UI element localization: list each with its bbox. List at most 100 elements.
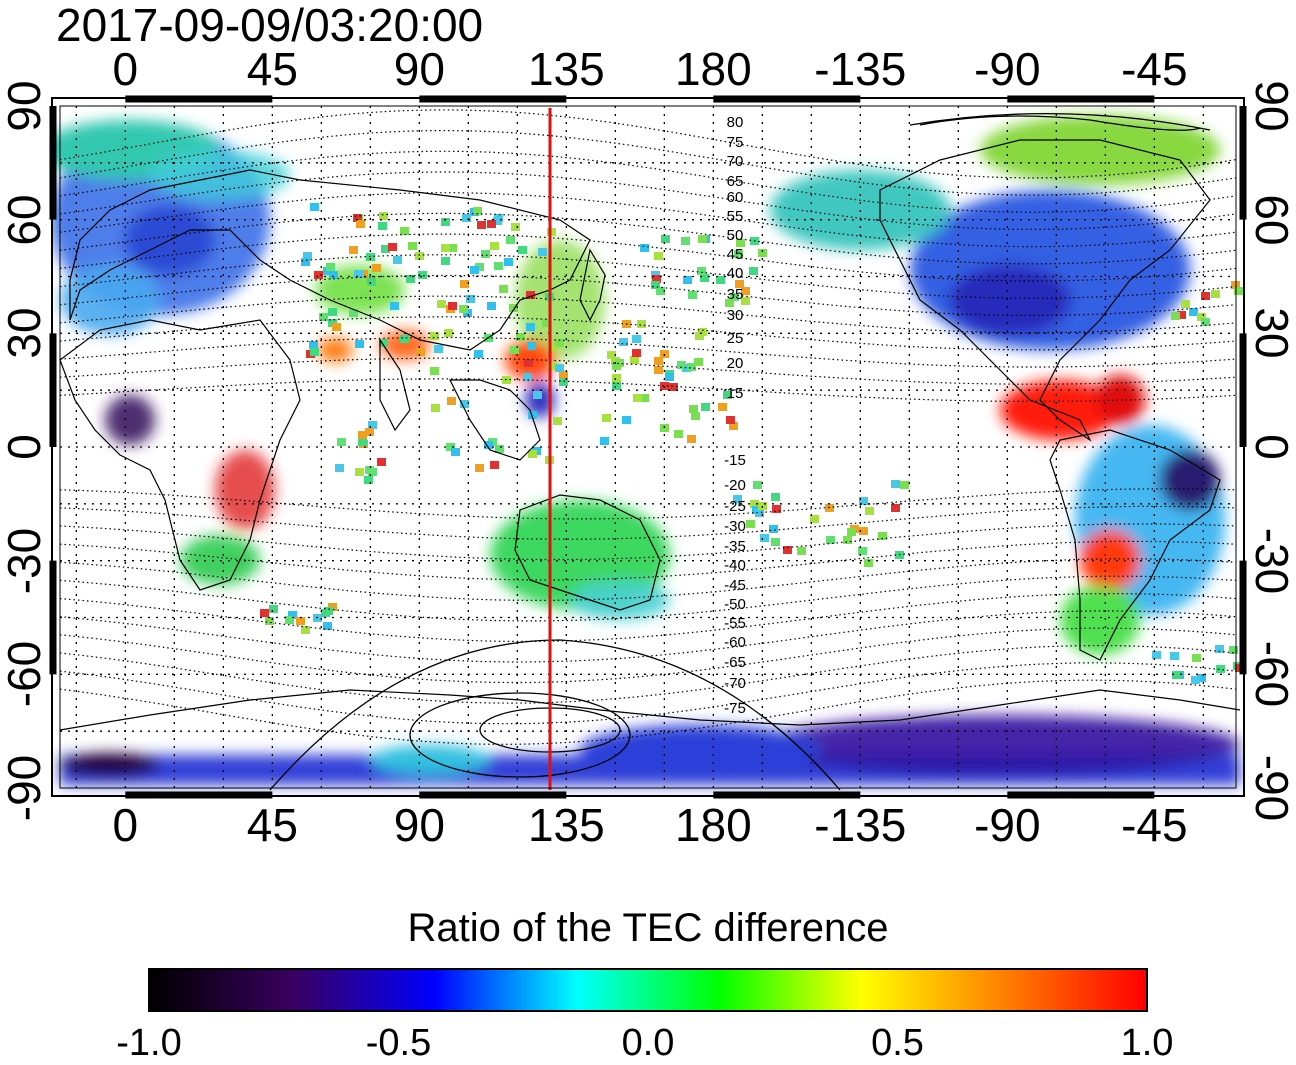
magnetic-contour xyxy=(59,150,1237,213)
receiver-cell xyxy=(518,246,527,254)
receiver-cell xyxy=(337,438,346,446)
receiver-cell xyxy=(698,328,707,336)
receiver-cell xyxy=(637,320,646,328)
receiver-cell xyxy=(265,617,274,625)
lat-lon-grid xyxy=(60,106,1236,788)
receiver-cell xyxy=(607,351,616,359)
receiver-cell xyxy=(328,308,337,316)
receiver-cell xyxy=(434,345,443,353)
receiver-cell xyxy=(324,607,333,615)
contour-label: -65 xyxy=(724,654,746,671)
solid-contours xyxy=(269,112,1211,791)
receiver-cell xyxy=(1211,290,1220,298)
receiver-cell xyxy=(878,532,887,540)
colorbar-tick-label: 1.0 xyxy=(1120,1022,1174,1064)
receiver-cell xyxy=(900,481,909,489)
receiver-cell xyxy=(301,626,310,634)
receiver-cell xyxy=(288,611,297,619)
receiver-cell xyxy=(510,346,519,354)
magnetic-contour xyxy=(59,627,1237,684)
receiver-cell xyxy=(716,276,725,284)
receiver-cell xyxy=(430,332,439,340)
receiver-cell xyxy=(555,364,564,372)
receiver-cell xyxy=(459,305,468,313)
receiver-cell xyxy=(528,450,537,458)
receiver-cell xyxy=(733,495,742,503)
lon-tick-label-top: 0 xyxy=(112,43,139,95)
receiver-cell xyxy=(1197,674,1206,682)
receiver-cell xyxy=(652,275,661,283)
receiver-cell xyxy=(430,367,439,375)
receiver-cell xyxy=(367,278,376,286)
receiver-cell xyxy=(633,394,642,402)
receiver-cell xyxy=(602,414,611,422)
receiver-cell xyxy=(694,358,703,366)
lat-tick-label-right: 90 xyxy=(1246,80,1296,132)
lat-tick-label-right: -30 xyxy=(1246,527,1296,594)
receiver-cell xyxy=(490,242,499,250)
lat-tick-label-left: -90 xyxy=(0,754,50,822)
contour-label: -25 xyxy=(724,498,746,515)
receiver-cell xyxy=(630,356,639,364)
receiver-cell xyxy=(444,329,453,337)
receiver-cell xyxy=(475,263,484,271)
receiver-cell xyxy=(538,248,547,256)
lon-tick-label-bottom: 135 xyxy=(527,799,605,851)
receiver-cell xyxy=(864,559,873,567)
receiver-cell xyxy=(487,220,496,228)
receiver-cell xyxy=(1171,312,1180,320)
receiver-cell xyxy=(700,274,709,282)
receiver-cell xyxy=(481,250,490,258)
receiver-cell xyxy=(493,217,502,225)
receiver-cell xyxy=(359,270,368,278)
contour-label: -35 xyxy=(724,538,746,555)
receiver-cell xyxy=(368,421,377,429)
magnetic-contour xyxy=(59,540,1237,581)
contour-label: 75 xyxy=(727,134,744,151)
receiver-cell xyxy=(431,404,440,412)
receiver-cell xyxy=(843,536,852,544)
receiver-cell xyxy=(358,438,367,446)
receiver-cell xyxy=(865,507,874,515)
receiver-cell xyxy=(319,313,328,321)
colorbar-title: Ratio of the TEC difference xyxy=(407,906,889,950)
contour-label: 60 xyxy=(727,189,744,206)
receiver-cell xyxy=(542,319,551,327)
receiver-cell xyxy=(1215,645,1224,653)
contour-label: 40 xyxy=(727,265,744,282)
receiver-cell xyxy=(1216,665,1225,673)
receiver-cell xyxy=(555,339,564,347)
receiver-cell xyxy=(448,244,457,252)
receiver-cell xyxy=(746,520,755,528)
receiver-cell xyxy=(640,394,649,402)
contour-label: 20 xyxy=(727,355,744,372)
magnetic-latitude-contours xyxy=(59,109,1237,745)
receiver-cell xyxy=(825,504,834,512)
receiver-cell xyxy=(859,527,868,535)
magnetic-contour xyxy=(59,679,1237,745)
receiver-cell xyxy=(451,448,460,456)
receiver-cell xyxy=(718,403,727,411)
contour-label: -30 xyxy=(724,518,746,535)
receiver-cell xyxy=(388,243,397,251)
receiver-cell xyxy=(437,300,446,308)
receiver-cell xyxy=(632,335,641,343)
receiver-cell xyxy=(741,287,750,295)
receiver-cell xyxy=(516,333,525,341)
contour-label: 50 xyxy=(727,227,744,244)
lat-tick-label-left: -30 xyxy=(0,527,50,594)
receiver-cell xyxy=(356,220,365,228)
receiver-cell xyxy=(1189,308,1198,316)
colorbar-tick-label: 0.0 xyxy=(621,1022,675,1064)
receiver-cell xyxy=(1170,652,1179,660)
receiver-cell xyxy=(349,309,358,317)
receiver-cell xyxy=(526,323,535,331)
colorbar-tick-label: 0.5 xyxy=(871,1022,924,1064)
lat-tick-label-right: 30 xyxy=(1246,307,1296,359)
magnetic-contour xyxy=(59,109,1237,179)
receiver-cell xyxy=(355,340,364,348)
receiver-cell xyxy=(474,350,483,358)
receiver-cell xyxy=(448,302,457,310)
